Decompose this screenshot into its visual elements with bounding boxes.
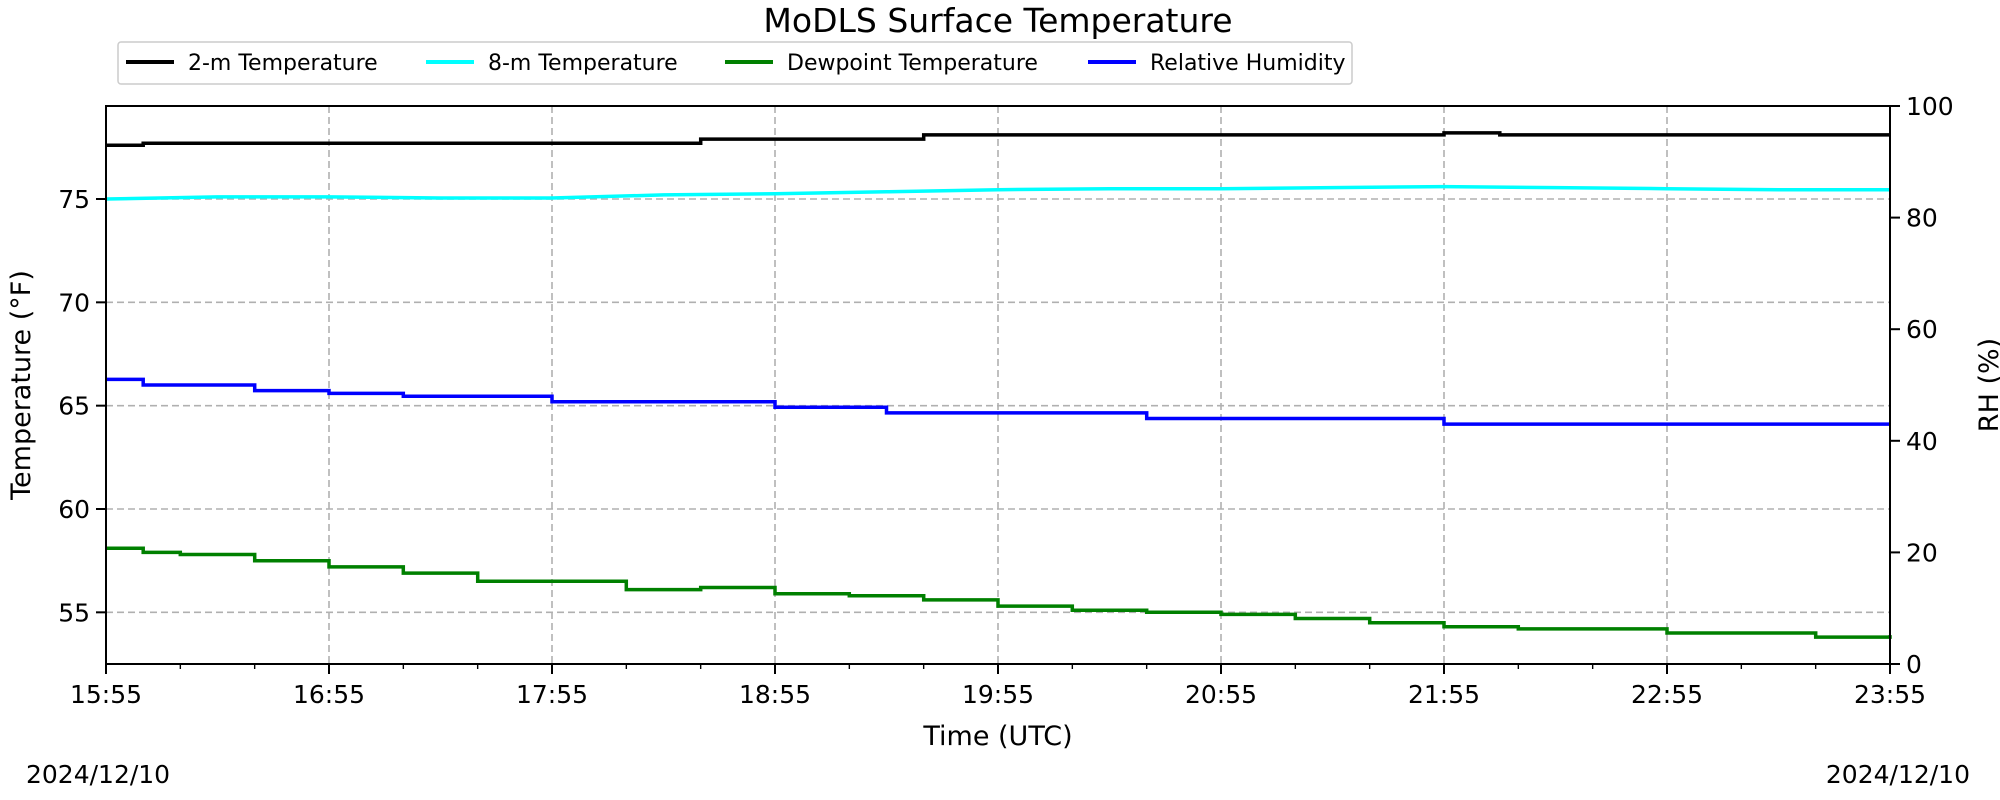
series-line-relative-humidity <box>106 377 1890 426</box>
series-line-dewpoint-temperature <box>106 546 1892 639</box>
legend-label: Dewpoint Temperature <box>787 51 1038 76</box>
legend-label: Relative Humidity <box>1150 51 1345 76</box>
x-axis-label: Time (UTC) <box>922 721 1072 752</box>
date-label-left: 2024/12/10 <box>26 760 171 789</box>
x-tick-label: 18:55 <box>739 680 811 709</box>
y-tick-label: 65 <box>58 392 90 421</box>
y2-tick-label: 40 <box>1906 427 1938 456</box>
x-tick-label: 22:55 <box>1631 680 1703 709</box>
y-axis-right: 0 20 40 60 80 100 <box>1890 92 1954 679</box>
x-tick-label: 23:55 <box>1854 680 1926 709</box>
x-tick-label: 16:55 <box>293 680 365 709</box>
y-axis-label: Temperature (°F) <box>6 270 37 501</box>
y2-axis-label: RH (%) <box>1974 338 2000 432</box>
x-tick-label: 15:55 <box>70 680 142 709</box>
y2-tick-label: 80 <box>1906 204 1938 233</box>
y-tick-label: 60 <box>58 495 90 524</box>
x-tick-label: 20:55 <box>1185 680 1257 709</box>
chart-title: MoDLS Surface Temperature <box>763 1 1232 40</box>
series-layer <box>105 131 1892 639</box>
legend: 2-m Temperature 8-m Temperature Dewpoint T… <box>117 41 1353 85</box>
y2-tick-label: 100 <box>1906 92 1954 121</box>
y-axis-left: 55 60 65 70 75 <box>58 185 106 627</box>
x-axis: 15:55 16:55 17:55 18:55 19:55 20:55 21:55 22:55… <box>70 664 1926 709</box>
x-tick-label: 17:55 <box>516 680 588 709</box>
x-tick-label: 19:55 <box>962 680 1034 709</box>
y2-tick-label: 60 <box>1906 315 1938 344</box>
legend-label: 2-m Temperature <box>188 51 378 76</box>
date-label-right: 2024/12/10 <box>1825 760 1970 789</box>
legend-label: 8-m Temperature <box>488 51 678 76</box>
y-tick-label: 70 <box>58 288 90 317</box>
y2-tick-label: 20 <box>1906 538 1938 567</box>
series-line-2-m-temperature <box>106 131 1890 148</box>
y2-tick-label: 0 <box>1906 650 1922 679</box>
x-tick-label: 21:55 <box>1408 680 1480 709</box>
y-tick-label: 75 <box>58 185 90 214</box>
y-tick-label: 55 <box>58 598 90 627</box>
